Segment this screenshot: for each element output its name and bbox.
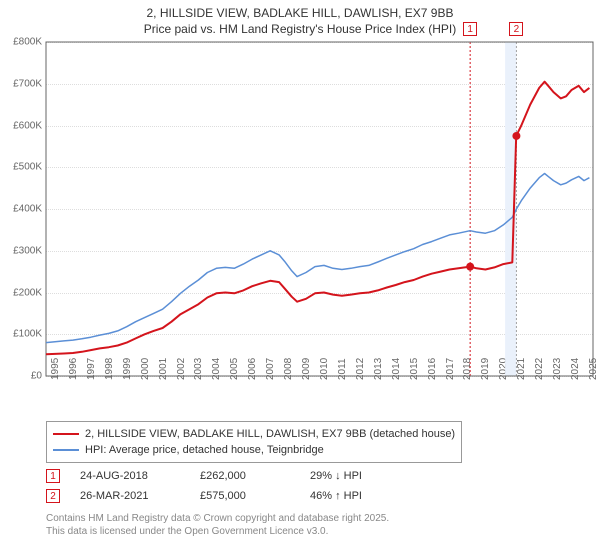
y-tick-label: £800K	[0, 37, 42, 48]
marker-table-change: 46% ↑ HPI	[310, 490, 400, 502]
plot-area: £0£100K£200K£300K£400K£500K£600K£700K£80…	[46, 42, 593, 376]
title-line-1: 2, HILLSIDE VIEW, BADLAKE HILL, DAWLISH,…	[0, 5, 600, 21]
legend-item: 2, HILLSIDE VIEW, BADLAKE HILL, DAWLISH,…	[53, 426, 455, 442]
y-tick-label: £200K	[0, 287, 42, 298]
y-tick-label: £300K	[0, 245, 42, 256]
marker-table-date: 26-MAR-2021	[80, 490, 180, 502]
marker-number-box: 1	[463, 22, 477, 36]
y-tick-label: £700K	[0, 78, 42, 89]
legend-label: HPI: Average price, detached house, Teig…	[85, 444, 324, 456]
y-tick-label: £100K	[0, 329, 42, 340]
marker-table-date: 24-AUG-2018	[80, 470, 180, 482]
marker-table-price: £575,000	[200, 490, 290, 502]
footer: Contains HM Land Registry data © Crown c…	[46, 512, 389, 538]
y-tick-label: £600K	[0, 120, 42, 131]
marker-table-row: 1 24-AUG-2018 £262,000 29% ↓ HPI	[46, 466, 400, 486]
marker-table: 1 24-AUG-2018 £262,000 29% ↓ HPI 2 26-MAR-202…	[46, 466, 400, 506]
marker-table-row: 2 26-MAR-2021 £575,000 46% ↑ HPI	[46, 486, 400, 506]
footer-line-2: This data is licensed under the Open Gov…	[46, 525, 389, 538]
marker-table-num: 2	[46, 489, 60, 503]
y-tick-label: £400K	[0, 204, 42, 215]
legend-swatch	[53, 449, 79, 451]
marker-table-num: 1	[46, 469, 60, 483]
marker-dot	[466, 263, 474, 271]
marker-dot	[512, 132, 520, 140]
chart-svg	[46, 42, 593, 376]
y-tick-label: £0	[0, 371, 42, 382]
marker-number-box: 2	[509, 22, 523, 36]
marker-table-price: £262,000	[200, 470, 290, 482]
legend-swatch	[53, 433, 79, 435]
chart-container: 2, HILLSIDE VIEW, BADLAKE HILL, DAWLISH,…	[0, 0, 600, 560]
legend-item: HPI: Average price, detached house, Teig…	[53, 442, 455, 458]
footer-line-1: Contains HM Land Registry data © Crown c…	[46, 512, 389, 525]
y-tick-label: £500K	[0, 162, 42, 173]
marker-table-change: 29% ↓ HPI	[310, 470, 400, 482]
legend-label: 2, HILLSIDE VIEW, BADLAKE HILL, DAWLISH,…	[85, 428, 455, 440]
legend: 2, HILLSIDE VIEW, BADLAKE HILL, DAWLISH,…	[46, 421, 462, 463]
